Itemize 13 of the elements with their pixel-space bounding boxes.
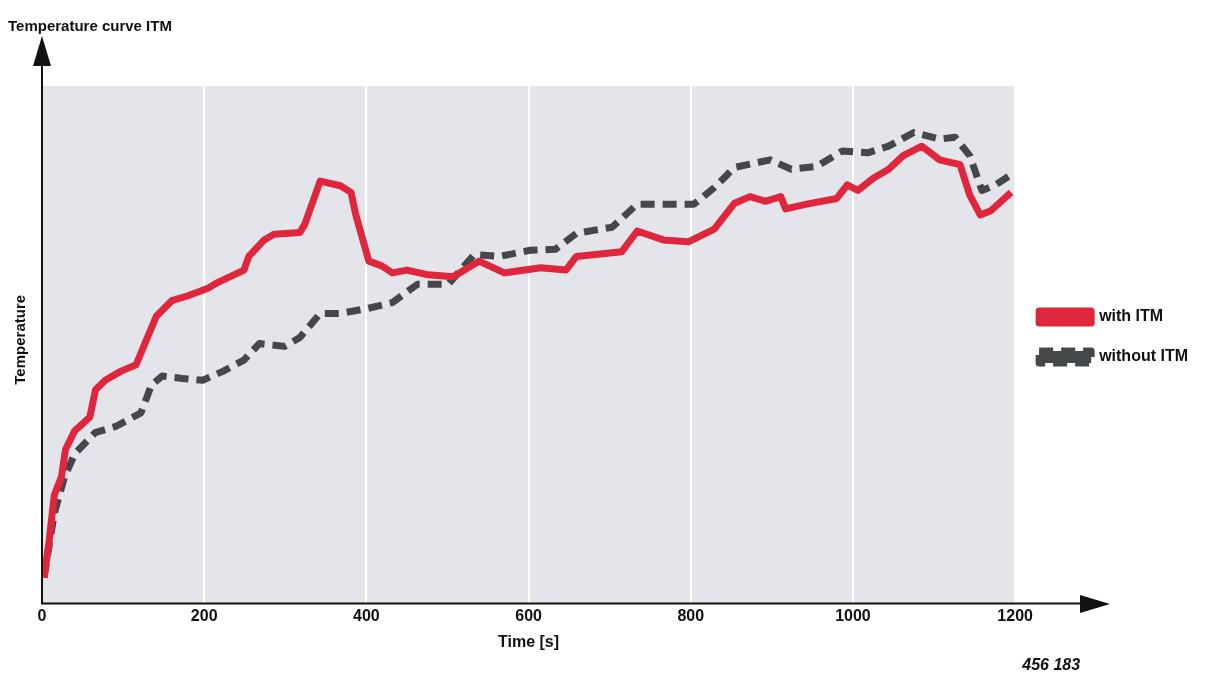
x-tick-label: 200: [190, 606, 218, 624]
x-tick-label: 0: [37, 606, 47, 624]
x-tick-label: 1200: [997, 606, 1034, 624]
x-axis-title: Time [s]: [498, 632, 560, 650]
y-axis-title: Temperature: [11, 294, 29, 385]
legend-label: without ITM: [1098, 347, 1188, 365]
x-tick-label: 600: [515, 606, 543, 624]
legend-label: with ITM: [1098, 307, 1164, 325]
chart-title: Temperature curve ITM: [8, 17, 172, 35]
text: 456 183: [1021, 656, 1081, 674]
x-tick-label: 800: [677, 606, 705, 624]
x-tick-label: 1000: [835, 606, 871, 624]
x-tick-label: 400: [353, 606, 380, 624]
